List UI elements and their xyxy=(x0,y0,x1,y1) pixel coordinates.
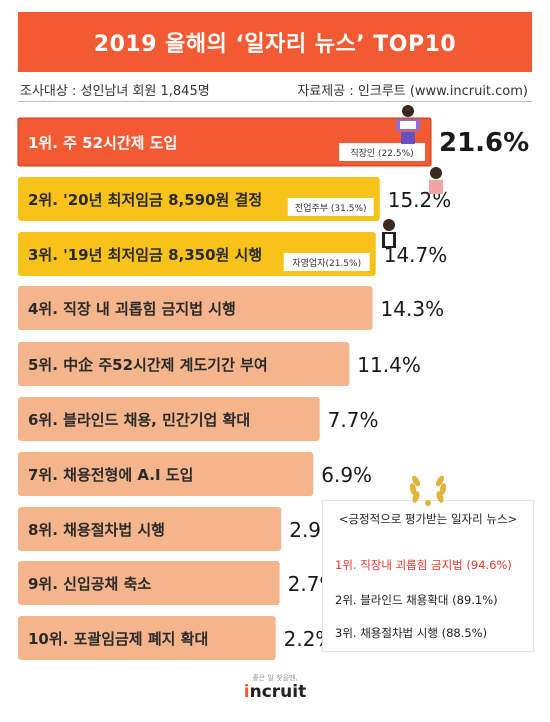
positive-news-item: 2위. 블라인드 채용확대 (89.1%) xyxy=(335,593,498,607)
bar-5 xyxy=(18,342,350,386)
bar-value-4: 14.3% xyxy=(381,297,445,321)
respondent-badge xyxy=(339,143,425,161)
respondent-badge-text: 직장인 (22.5%) xyxy=(350,148,413,159)
respondent-badge xyxy=(287,198,374,216)
data-source-text: 자료제공 : 인크루트 (www.incruit.com) xyxy=(297,84,528,99)
bar-label-1: 1위. 주 52시간제 도입 xyxy=(28,134,177,152)
bar-8 xyxy=(18,507,282,551)
bar-value-6: 7.7% xyxy=(328,408,379,432)
bar-label-9: 9위. 신입공채 축소 xyxy=(28,575,151,593)
incruit-logo: incruit xyxy=(0,682,550,702)
bar-label-2: 2위. '20년 최저임금 8,590원 결정 xyxy=(28,191,262,209)
bar-label-5: 5위. 中企 주52시간제 계도기간 부여 xyxy=(28,356,268,374)
respondent-badge xyxy=(283,253,370,271)
bar-label-10: 10위. 포괄임금제 폐지 확대 xyxy=(28,630,208,648)
bar-label-6: 6위. 블라인드 채용, 민간기업 확대 xyxy=(28,411,250,429)
bar-value-7: 6.9% xyxy=(321,463,372,487)
positive-news-item: 3위. 채용절차법 시행 (88.5%) xyxy=(335,626,488,640)
bar-4 xyxy=(18,286,373,330)
respondent-badge-text: 전업주부 (31.5%) xyxy=(295,203,367,214)
page-title: 2019 올해의 ‘일자리 뉴스’ TOP10 xyxy=(18,12,532,72)
bar-9 xyxy=(18,561,280,605)
bar-label-7: 7위. 채용전형에 A.I 도입 xyxy=(28,466,193,484)
bar-6 xyxy=(18,397,320,441)
homemaker-icon xyxy=(429,167,443,194)
office-worker-icon xyxy=(396,105,420,144)
logo-prefix: i xyxy=(243,682,250,702)
laurel-wreath-icon xyxy=(409,475,447,506)
bar-label-8: 8위. 채용절차법 시행 xyxy=(28,521,165,539)
positive-news-title: <긍정적으로 평가받는 일자리 뉴스> xyxy=(338,512,518,526)
bar-label-4: 4위. 직장 내 괴롭힘 금지법 시행 xyxy=(28,300,236,318)
logo-name: ncruit xyxy=(249,682,307,702)
bar-1 xyxy=(17,117,432,167)
header-divider xyxy=(18,101,532,102)
survey-target-text: 조사대상 : 성인남녀 회원 1,845명 xyxy=(20,84,210,99)
bar-value-5: 11.4% xyxy=(357,353,421,377)
bar-label-3: 3위. '19년 최저임금 8,350원 시행 xyxy=(28,246,262,264)
bar-10 xyxy=(18,616,276,660)
respondent-badge-text: 자영업자(21.5%) xyxy=(292,258,361,269)
bar-7 xyxy=(18,452,314,496)
bar-value-1: 21.6% xyxy=(439,128,529,158)
positive-news-item: 1위. 직장내 괴롭힘 금지법 (94.6%) xyxy=(335,558,512,572)
self-employed-icon xyxy=(382,219,396,248)
logo-tagline: 좋은 일 찾을땐, xyxy=(252,674,298,682)
positive-news-box: <긍정적으로 평가받는 일자리 뉴스> 1위. 직장내 괴롭힘 금지법 (94.… xyxy=(322,475,534,652)
